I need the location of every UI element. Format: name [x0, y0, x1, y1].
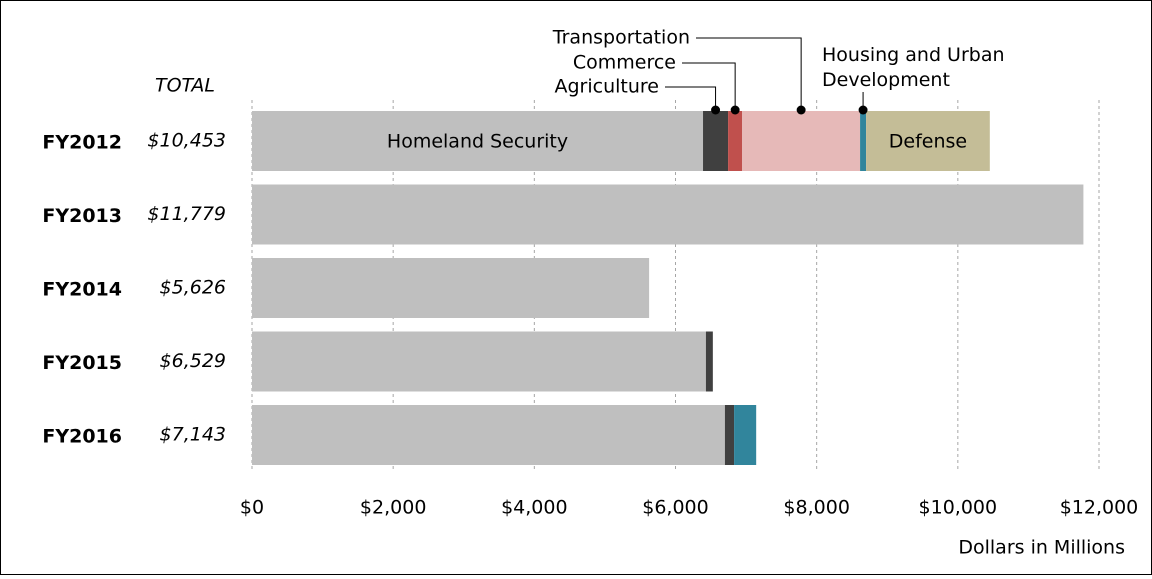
- x-tick-label: $8,000: [783, 497, 849, 519]
- bar-segment: [252, 258, 650, 318]
- totals-header: TOTAL: [155, 75, 215, 97]
- leader-dot: [730, 105, 740, 115]
- series-label: Agriculture: [555, 76, 660, 98]
- series-label: Defense: [889, 131, 967, 153]
- series-label: Commerce: [573, 52, 676, 74]
- bar-segment: [866, 111, 990, 171]
- bar-segment: [252, 331, 706, 392]
- x-axis-label: Dollars in Millions: [958, 537, 1125, 559]
- total-label: $5,626: [160, 277, 226, 299]
- x-tick-label: $12,000: [1060, 497, 1139, 519]
- bar-segment: [703, 111, 729, 171]
- x-tick-label: $6,000: [642, 497, 708, 519]
- leader-line: [665, 86, 717, 110]
- bar-segment: [734, 405, 757, 465]
- category-label: FY2016: [42, 426, 122, 448]
- category-label: FY2014: [42, 279, 122, 301]
- leader-dot: [711, 105, 721, 115]
- bar-segment: [742, 111, 861, 171]
- total-label: $10,453: [147, 130, 226, 152]
- total-label: $6,529: [160, 350, 226, 372]
- leader-dot: [858, 105, 868, 115]
- leader-line: [682, 62, 736, 110]
- total-label: $7,143: [160, 424, 226, 446]
- leader-dot: [796, 105, 806, 115]
- bar-segment: [705, 331, 713, 392]
- category-label: FY2015: [42, 352, 122, 374]
- bar-segment: [252, 184, 1084, 245]
- bar-segment: [728, 111, 743, 171]
- bar-segment: [252, 405, 725, 465]
- bar-segment: [724, 405, 735, 465]
- series-label: Housing and Urban Development: [822, 44, 1005, 91]
- x-tick-label: $10,000: [919, 497, 998, 519]
- x-tick-label: $2,000: [360, 497, 426, 519]
- bar-segment: [252, 111, 704, 171]
- series-label: Transportation: [552, 27, 690, 49]
- leader-line: [696, 37, 802, 110]
- x-tick-label: $0: [240, 497, 264, 519]
- category-label: FY2012: [42, 132, 122, 154]
- bar-segment: [860, 111, 867, 171]
- series-label: Homeland Security: [387, 131, 568, 153]
- total-label: $11,779: [147, 203, 226, 225]
- category-label: FY2013: [42, 205, 122, 227]
- x-tick-label: $4,000: [501, 497, 567, 519]
